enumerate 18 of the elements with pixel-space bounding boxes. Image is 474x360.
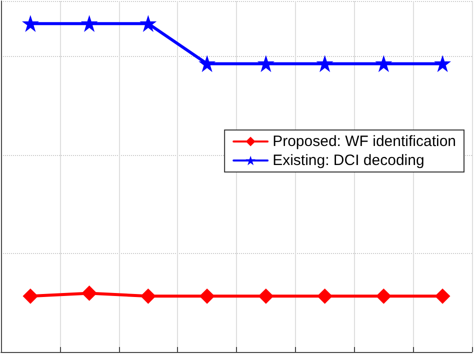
point	[82, 16, 97, 32]
point	[82, 286, 97, 301]
point	[435, 56, 450, 72]
point	[317, 56, 332, 72]
point	[435, 288, 450, 304]
legend-label: Proposed: WF identification	[272, 133, 456, 150]
point	[140, 288, 156, 304]
point	[22, 16, 38, 32]
point	[376, 56, 392, 72]
point	[140, 16, 156, 32]
point	[200, 288, 215, 304]
point	[22, 288, 38, 304]
point	[258, 56, 274, 72]
point	[317, 288, 332, 304]
legend-label: Existing: DCI decoding	[272, 152, 424, 169]
point	[258, 288, 274, 304]
point	[200, 56, 215, 72]
point	[376, 288, 392, 304]
